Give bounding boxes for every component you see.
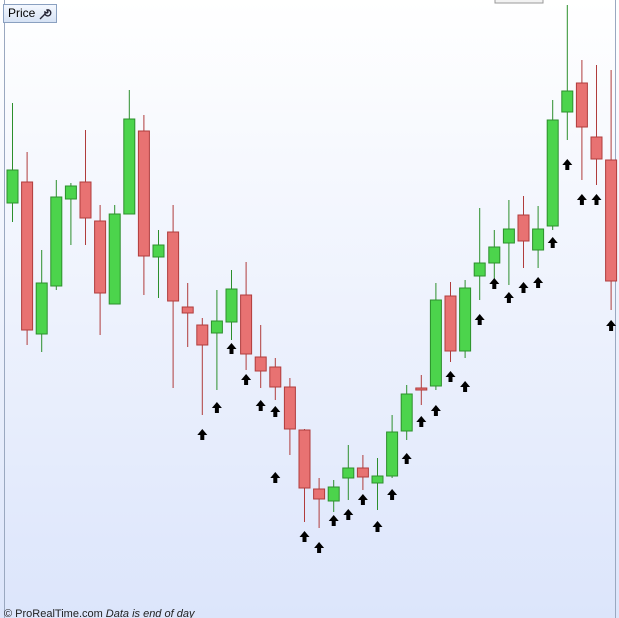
- candle-body: [6, 169, 19, 204]
- candle-body: [167, 231, 180, 302]
- tab: [494, 0, 544, 4]
- candle-body: [327, 486, 340, 502]
- candle-body: [575, 82, 588, 128]
- signal-arrow: [328, 515, 339, 526]
- candle-body: [210, 320, 223, 334]
- panel-label-text: Price: [8, 6, 36, 20]
- candle-body: [240, 294, 253, 355]
- signal-arrow: [562, 159, 573, 170]
- signal-arrow: [270, 406, 281, 417]
- signal-arrow: [576, 194, 587, 205]
- candle-body: [517, 214, 530, 242]
- candle-body: [254, 356, 267, 372]
- signal-arrow: [474, 314, 485, 325]
- signal-arrow: [503, 292, 514, 303]
- candle-body: [35, 282, 48, 335]
- signal-arrow: [270, 472, 281, 483]
- signal-arrow: [606, 320, 617, 331]
- candle-body: [123, 118, 136, 215]
- signal-arrow: [372, 521, 383, 532]
- candle-body: [371, 475, 384, 484]
- candle-body: [181, 306, 194, 314]
- candle-body: [313, 488, 326, 500]
- candle-body: [356, 467, 369, 478]
- signal-arrow: [314, 542, 325, 553]
- candle-body: [21, 181, 34, 331]
- candle-body: [473, 262, 486, 277]
- data-note: Data is end of day: [105, 608, 195, 618]
- candle-body: [196, 324, 209, 346]
- candle-body: [269, 366, 282, 388]
- candle-body: [64, 185, 77, 200]
- candle-body: [415, 387, 428, 391]
- candle-body: [605, 159, 618, 282]
- candle-body: [108, 213, 121, 305]
- panel-label[interactable]: Price: [3, 4, 58, 23]
- candle-body: [298, 429, 311, 489]
- candle-body: [459, 287, 472, 352]
- candle-body: [590, 136, 603, 160]
- signal-arrow: [387, 489, 398, 500]
- signal-arrow: [241, 374, 252, 385]
- wrench-icon: [39, 8, 52, 19]
- candle-body: [79, 181, 92, 219]
- candle-body: [429, 299, 442, 387]
- candle-body: [50, 196, 63, 287]
- signal-arrow: [357, 494, 368, 505]
- footer: © ProRealTime.com Data is end of day: [4, 608, 194, 618]
- candle-body: [225, 288, 238, 323]
- candle-body: [546, 119, 559, 227]
- signal-arrow: [518, 282, 529, 293]
- signal-arrow: [416, 416, 427, 427]
- signal-arrow: [343, 509, 354, 520]
- signal-arrow: [533, 277, 544, 288]
- signal-arrow: [211, 402, 222, 413]
- candle-body: [488, 246, 501, 264]
- signal-arrow: [255, 400, 266, 411]
- signal-arrow: [489, 278, 500, 289]
- signal-arrow: [299, 531, 310, 542]
- signal-arrow: [197, 429, 208, 440]
- signal-arrow: [445, 371, 456, 382]
- candle-body: [502, 228, 515, 244]
- candle-body: [137, 130, 150, 257]
- candle-body: [283, 386, 296, 430]
- copyright: © ProRealTime.com: [4, 608, 103, 618]
- candle-body: [561, 90, 574, 113]
- candle-body: [94, 220, 107, 294]
- signal-arrow: [460, 381, 471, 392]
- signal-arrow: [401, 453, 412, 464]
- signal-arrow: [226, 343, 237, 354]
- signal-arrow: [591, 194, 602, 205]
- candle-body: [386, 431, 399, 477]
- candle-body: [152, 244, 165, 258]
- signal-arrow: [547, 237, 558, 248]
- candle-body: [400, 393, 413, 432]
- candle-body: [532, 228, 545, 251]
- candle-body: [444, 295, 457, 352]
- candle-body: [342, 467, 355, 479]
- signal-arrow: [430, 405, 441, 416]
